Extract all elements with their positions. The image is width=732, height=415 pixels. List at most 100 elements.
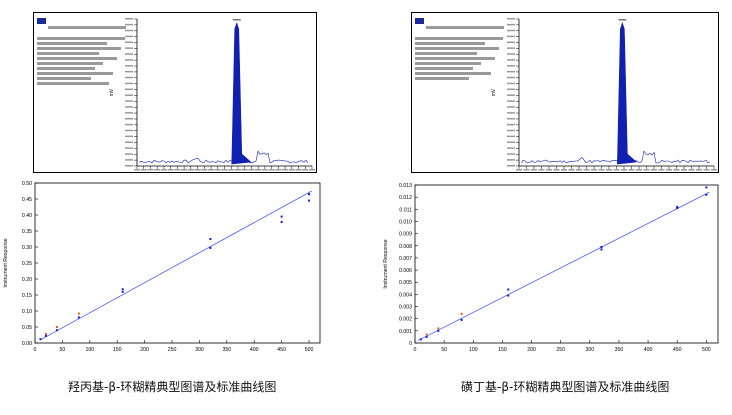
chrom-y-tick-label [125,70,133,73]
chrom-x-tick-label [147,169,154,171]
chrom-x-tick-label [160,169,167,171]
chrom-y-tick-label [125,41,133,44]
chrom-y-tick-label [507,82,515,85]
chrom-x-tick-label [553,169,560,171]
chrom-y-tick-label [507,94,515,96]
chrom-x-tick-label [309,169,315,171]
x-tick-label: 400 [250,347,259,353]
data-point-blue [308,193,311,196]
y-tick-label: 0.005 [399,280,412,286]
data-point-blue [600,245,603,248]
chrom-y-tick-label [125,23,133,26]
chrom-y-tick-label [507,29,515,32]
data-point-blue [425,335,428,338]
chrom-y-tick-label [507,117,515,120]
chrom-y-tick-label [125,112,133,114]
chrom-x-tick-label [696,169,702,171]
chrom-x-tick-label [194,169,201,171]
chrom-y-tick-label [125,35,133,38]
chrom-x-tick-label [134,169,140,171]
chromatogram-left-svg: mV [109,18,315,171]
chrom-y-tick-label [125,29,133,32]
chrom-y-tick-label [507,106,515,108]
chrom-x-tick-label [302,169,309,171]
chrom-x-tick-label [613,169,620,171]
chrom-y-tick-label [125,59,133,61]
y-tick-label: 0.002 [399,317,412,323]
y-tick-label: 0.45 [22,197,32,203]
data-point-blue [39,338,42,341]
chrom-y-tick-label [507,147,515,149]
y-tick-label: 0.30 [22,245,32,251]
y-tick-label: 0.001 [399,329,412,335]
data-point-red [437,327,440,330]
data-point-blue [507,288,510,291]
chrom-y-tick-label [125,88,133,91]
fit-line [40,190,312,341]
y-tick-label: 0.010 [399,219,412,225]
chrom-x-tick-label [568,169,575,171]
chrom-y-label: mV [491,88,497,96]
chrom-y-tick-label [125,135,133,138]
chrom-x-tick-label [268,169,275,171]
chrom-y-tick-label [125,18,133,20]
x-tick-label: 250 [556,347,565,353]
chrom-x-tick-label [282,169,289,171]
chrom-x-tick-label [295,169,302,171]
x-tick-label: 200 [140,347,149,353]
data-point-blue [600,248,603,251]
chrom-x-tick-label [591,169,597,171]
data-point-blue [705,193,708,196]
data-point-blue [705,186,708,189]
chrom-x-tick-label [606,169,612,171]
y-tick-label: 0.009 [399,232,412,238]
x-tick-label: 200 [527,347,536,353]
y-tick-label: 0.40 [22,213,32,219]
chrom-y-tick-label [125,47,133,49]
y-tick-label: 0.008 [399,244,412,250]
chromatogram-right: mV [411,12,719,173]
chrom-x-tick-label [643,169,650,171]
chrom-x-tick-label [628,169,635,171]
chrom-y-tick-label [125,141,133,143]
chrom-y-tick-label [507,23,515,26]
chrom-x-tick-label [174,169,181,171]
data-point-red [460,312,463,315]
chrom-x-tick-label [154,169,161,171]
y-tick-label: 0.35 [22,229,32,235]
chrom-y-tick-label [507,141,515,143]
chrom-x-tick-label [221,169,228,171]
calibration-chart-left: 0.00 0.05 0.10 0.15 0.20 0.25 0.30 0.35 0.40 0.45… [3,181,321,353]
data-point-blue [676,205,679,208]
chrom-y-tick-label [507,35,515,38]
data-point-blue [55,329,58,332]
y-tick-label: 0.20 [22,277,32,283]
chrom-x-tick-label [576,169,582,171]
x-tick-label: 350 [222,347,231,353]
chrom-baseline [139,150,309,164]
chrom-x-tick-label [561,169,567,171]
chrom-x-tick-label [538,169,545,171]
x-tick-label: 250 [168,347,177,353]
data-point-red [55,326,58,328]
chrom-x-tick-label [228,169,235,171]
chrom-x-tick-label [288,169,295,171]
chrom-x-tick-label [673,169,680,171]
chrom-y-tick-label [125,82,133,85]
chrom-x-tick-label [234,169,241,171]
chrom-x-tick-label [688,169,695,171]
chrom-peak-label [232,19,241,21]
chrom-y-tick-label [125,129,133,132]
chrom-y-tick-label [125,100,133,102]
chromatogram-header-text [37,16,129,87]
plot-frame [414,184,719,344]
chrom-y-tick-label [125,159,133,161]
y-tick-label: 0.00 [22,341,32,347]
chrom-y-tick-label [507,153,515,155]
chrom-y-tick-label [125,94,133,96]
data-point-blue [308,199,311,202]
y-tick-label: 0.003 [399,305,412,311]
x-tick-label: 500 [305,347,314,353]
chrom-y-tick-label [507,135,515,138]
y-axis-label: Instrument Response [3,238,9,287]
